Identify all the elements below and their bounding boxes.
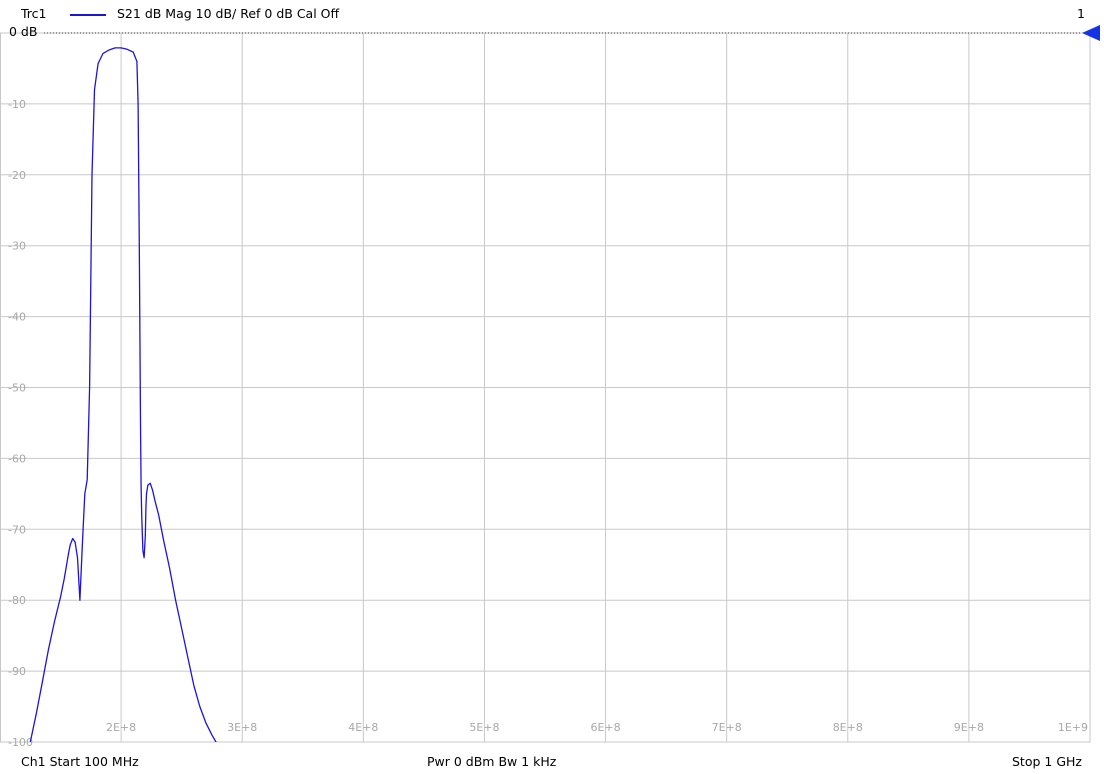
channel-number-label: 1 <box>1077 6 1085 21</box>
x-tick-label: 6E+8 <box>590 721 620 734</box>
reference-level-label: 0 dB <box>9 24 38 39</box>
y-tick-label: -70 <box>8 523 26 536</box>
power-bandwidth-label[interactable]: Pwr 0 dBm Bw 1 kHz <box>427 754 557 769</box>
x-tick-label: 3E+8 <box>227 721 257 734</box>
x-tick-label: 9E+8 <box>954 721 984 734</box>
x-tick-label: 5E+8 <box>469 721 499 734</box>
y-tick-label: -80 <box>8 594 26 607</box>
y-tick-label: -90 <box>8 665 26 678</box>
x-tick-label: 2E+8 <box>106 721 136 734</box>
trace-info-label[interactable]: S21 dB Mag 10 dB/ Ref 0 dB Cal Off <box>117 6 340 21</box>
y-tick-label: -30 <box>8 240 26 253</box>
y-tick-label: -10 <box>8 98 26 111</box>
trace-line-Trc1 <box>29 47 217 742</box>
reference-marker-icon <box>1082 25 1100 41</box>
y-tick-label: -40 <box>8 311 26 324</box>
trace-name-label[interactable]: Trc1 <box>21 6 47 21</box>
trace-legend-line <box>70 14 106 16</box>
stop-frequency-label[interactable]: Stop 1 GHz <box>1012 754 1082 769</box>
y-tick-label: -50 <box>8 382 26 395</box>
y-tick-label: -100 <box>8 736 33 749</box>
x-tick-label: 4E+8 <box>348 721 378 734</box>
x-tick-label: 1E+9 <box>1058 721 1088 734</box>
x-tick-label: 7E+8 <box>712 721 742 734</box>
y-tick-label: -20 <box>8 169 26 182</box>
y-tick-label: -60 <box>8 452 26 465</box>
start-frequency-label[interactable]: Ch1 Start 100 MHz <box>21 754 139 769</box>
x-tick-label: 8E+8 <box>833 721 863 734</box>
